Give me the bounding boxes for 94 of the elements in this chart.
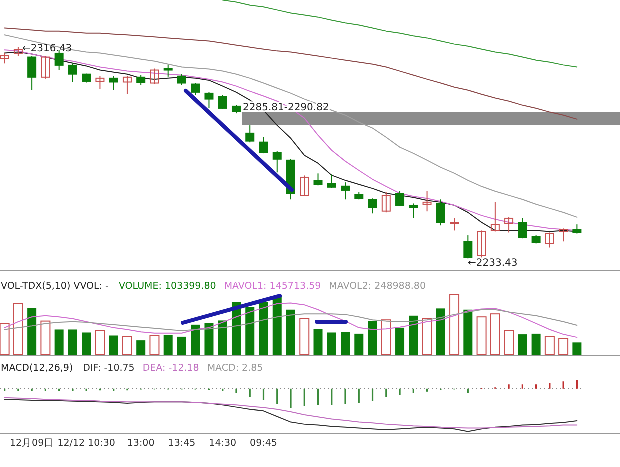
bar — [82, 332, 92, 355]
candlestick — [545, 232, 554, 248]
annotation: ←2233.43 — [468, 258, 518, 269]
bar — [396, 328, 405, 355]
candlestick — [136, 74, 146, 86]
chart-title: VOL-TDX(5,10) VVOL: - — [1, 281, 109, 292]
bar — [40, 320, 51, 356]
chart-title: MACD(12,26,9) — [1, 363, 74, 374]
bar — [368, 321, 378, 355]
text: MAVOL2: 248988.80 — [329, 281, 426, 292]
candlestick — [559, 228, 568, 242]
candlestick — [246, 125, 255, 144]
candlestick — [150, 68, 160, 85]
candlestick — [68, 63, 78, 83]
candlestick — [341, 182, 350, 200]
x-tick-label: 09:45 — [250, 438, 278, 449]
bar — [95, 330, 106, 356]
bar — [409, 316, 418, 355]
candlestick — [109, 76, 118, 91]
series-label: VOLUME: 103399.80 — [118, 281, 216, 292]
candlestick — [204, 92, 214, 109]
bar — [436, 308, 446, 355]
x-tick-label: 14:30 — [209, 438, 237, 449]
candlestick — [259, 137, 268, 154]
bar — [28, 308, 37, 355]
series-label: MACD: 2.85 — [207, 363, 264, 374]
bar — [54, 330, 64, 355]
candlestick — [436, 199, 446, 226]
bar — [109, 336, 118, 355]
candlestick — [300, 175, 310, 197]
bar — [464, 310, 473, 355]
candlestick — [504, 216, 514, 234]
candlestick — [272, 151, 282, 174]
bar — [13, 303, 24, 356]
bar — [164, 335, 173, 355]
bar — [354, 334, 364, 355]
candlestick — [382, 192, 391, 214]
bar — [558, 338, 569, 356]
bar — [504, 330, 514, 356]
bar — [218, 320, 228, 355]
candlestick — [327, 174, 336, 189]
bar — [272, 296, 282, 355]
bar — [122, 336, 132, 356]
candlestick — [477, 230, 486, 258]
bar — [259, 302, 268, 355]
bar — [572, 342, 582, 355]
bar — [532, 334, 541, 355]
candlestick — [368, 198, 378, 214]
bar — [381, 320, 392, 356]
candlestick — [396, 190, 405, 208]
bar — [476, 316, 487, 356]
bar — [177, 336, 186, 355]
annotation: ←2316.43 — [22, 43, 72, 54]
bar — [490, 314, 500, 356]
candlestick — [96, 76, 105, 90]
candlestick — [450, 218, 460, 232]
candlestick — [28, 56, 37, 91]
candlestick — [164, 64, 173, 78]
text: DEA: -12.18 — [142, 363, 200, 374]
bar — [191, 324, 200, 355]
bar — [150, 335, 160, 356]
bar — [422, 318, 432, 356]
bar — [341, 332, 350, 355]
bar — [286, 310, 296, 355]
candlestick — [191, 82, 200, 96]
candlestick — [177, 74, 186, 86]
x-tick-label: 12/12 10:30 — [58, 438, 116, 449]
bar — [327, 332, 336, 355]
candlestick — [409, 203, 418, 219]
candlestick — [218, 94, 228, 110]
candlestick — [314, 173, 323, 186]
x-tick-label: 13:45 — [168, 438, 196, 449]
series-label: MAVOL1: 145713.59 — [224, 281, 322, 292]
bar — [0, 323, 10, 356]
candlestick — [464, 235, 473, 260]
candlestick — [422, 190, 432, 212]
candlestick — [518, 218, 528, 240]
bar — [300, 318, 310, 356]
candlestick — [122, 76, 132, 95]
candlestick — [0, 52, 10, 64]
bar — [518, 334, 528, 355]
x-tick-label: 12月09日 — [10, 438, 54, 449]
candlestick — [41, 56, 50, 80]
bar — [136, 340, 146, 355]
x-tick-label: 13:00 — [127, 438, 155, 449]
bar — [450, 294, 460, 356]
bar — [246, 307, 255, 355]
bar — [204, 323, 214, 355]
bar — [544, 336, 555, 356]
text: DIF: -10.75 — [83, 363, 135, 374]
candlestick — [490, 202, 500, 232]
bar — [68, 330, 78, 355]
candlestick — [572, 224, 582, 234]
bar — [314, 329, 323, 355]
